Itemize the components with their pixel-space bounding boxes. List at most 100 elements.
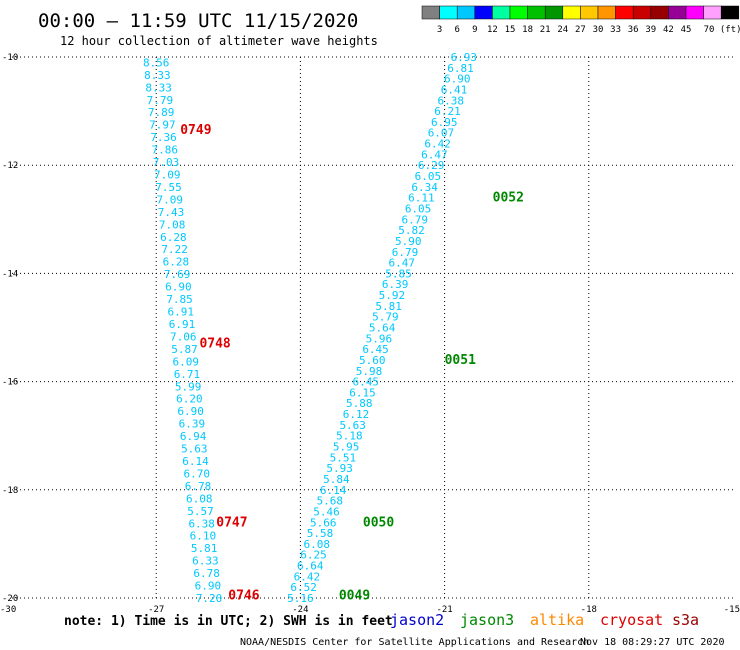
legend-label: 45 — [681, 25, 692, 35]
wave-height-label: 7.55 — [155, 181, 182, 194]
wave-height-label: 5.63 — [181, 443, 208, 456]
wave-height-label: 6.64 — [297, 560, 324, 573]
legend-label: 42 — [663, 25, 674, 35]
wave-height-label: 6.14 — [182, 455, 209, 468]
wave-height-label: 5.64 — [369, 322, 396, 335]
wave-height-label: 5.63 — [339, 419, 366, 432]
wave-height-label: 8.33 — [145, 81, 172, 94]
legend-swatch — [562, 5, 581, 20]
wave-height-label: 5.58 — [307, 527, 334, 540]
legend-label: 3 — [437, 25, 442, 35]
wave-height-label: 6.28 — [160, 231, 187, 244]
footer-timestamp: Nov 18 08:29:27 UTC 2020 — [580, 637, 725, 648]
y-tick-label: -16 — [2, 378, 18, 388]
wave-height-label: 7.36 — [150, 131, 177, 144]
wave-height-label: 6.52 — [290, 581, 317, 594]
wave-height-label: 7.69 — [164, 268, 191, 281]
wave-height-label: 7.86 — [152, 144, 179, 157]
legend-swatch — [597, 5, 616, 20]
wave-height-label: 5.18 — [336, 430, 363, 443]
wave-height-label: 6.05 — [405, 202, 432, 215]
wave-height-label: 5.82 — [398, 224, 425, 237]
wave-height-label: 6.41 — [441, 83, 468, 96]
wave-height-label: 5.85 — [385, 267, 412, 280]
wave-height-label: 6.07 — [428, 127, 455, 140]
pass-time-labels: 0749 0748 0747 0746 0052 0051 0050 0049 — [180, 123, 524, 603]
wave-height-label: 6.78 — [193, 567, 220, 580]
x-tick-label: -21 — [436, 605, 452, 615]
satellite-name-cryosat: cryosat — [600, 611, 663, 629]
wave-height-label: 6.93 — [451, 51, 478, 64]
legend-swatch — [544, 5, 564, 20]
chart-subtitle: 12 hour collection of altimeter wave hei… — [60, 34, 378, 48]
wave-height-label: 6.47 — [421, 148, 448, 161]
wave-height-label: 6.90 — [444, 73, 471, 86]
y-tick-label: -18 — [2, 486, 18, 496]
y-tick-label: -14 — [2, 269, 18, 279]
x-tick-label: -15 — [724, 605, 740, 615]
legend-label: 21 — [540, 25, 551, 35]
wave-height-label: 6.39 — [382, 278, 409, 291]
wave-height-label: 6.11 — [408, 192, 435, 205]
wave-height-label: 6.08 — [303, 538, 330, 551]
legend-label: 39 — [645, 25, 656, 35]
satellite-name-jason2: jason2 — [390, 611, 444, 629]
legend-label: 6 — [454, 25, 459, 35]
legend-swatch — [720, 5, 740, 20]
wave-height-label: 5.68 — [317, 495, 344, 508]
wave-height-label: 6.29 — [418, 159, 445, 172]
legend-label: 36 — [628, 25, 639, 35]
wave-height-label: 7.79 — [147, 94, 174, 107]
wave-height-label: 6.39 — [179, 418, 206, 431]
wave-height-label: 6.28 — [163, 256, 190, 269]
footer-note: note: 1) Time is in UTC; 2) SWH is in fe… — [64, 614, 393, 629]
wave-height-label: 5.93 — [326, 462, 353, 475]
wave-height-label: 5.95 — [333, 441, 360, 454]
grid-lines — [12, 56, 733, 599]
chart-title: 00:00 – 11:59 UTC 11/15/2020 — [38, 10, 358, 32]
pass-time-label: 0052 — [493, 191, 524, 206]
wave-height-label: 7.06 — [170, 330, 197, 343]
wave-height-label: 7.09 — [156, 193, 183, 206]
wave-height-label: 5.57 — [187, 505, 214, 518]
legend-label: 33 — [610, 25, 621, 35]
wave-height-label: 5.51 — [330, 451, 357, 464]
legend-swatch — [509, 5, 528, 20]
pass-time-label: 0049 — [339, 588, 370, 603]
legend-swatch — [439, 5, 458, 20]
wave-height-label: 6.42 — [294, 570, 321, 583]
pass-time-label: 0747 — [216, 515, 247, 530]
legend-swatch — [492, 5, 511, 20]
x-tick-label: -18 — [581, 605, 597, 615]
wave-height-label: 6.90 — [195, 580, 222, 593]
wave-height-label: 6.45 — [353, 376, 380, 389]
satellite-name-s3a: s3a — [672, 611, 699, 629]
wave-height-label: 5.81 — [191, 542, 218, 555]
y-tick-label: -12 — [2, 161, 18, 171]
x-tick-label: -24 — [292, 605, 308, 615]
wave-height-label: 6.90 — [165, 281, 192, 294]
wave-height-label: 7.97 — [149, 119, 176, 132]
wave-height-label: 6.14 — [320, 484, 347, 497]
legend-label: 18 — [522, 25, 533, 35]
wave-height-label: 6.38 — [188, 517, 215, 530]
legend-swatch — [527, 5, 546, 20]
pass-time-label: 0748 — [199, 337, 230, 352]
wave-height-label: 7.43 — [158, 206, 185, 219]
x-tick-label: -30 — [0, 605, 16, 615]
legend-swatch — [615, 5, 634, 20]
wave-height-label: 5.99 — [175, 380, 202, 393]
legend-swatch — [650, 5, 669, 20]
wave-height-label: 6.70 — [184, 467, 211, 480]
legend-swatch — [421, 5, 440, 20]
wave-height-label: 5.46 — [313, 505, 340, 518]
wave-height-values: 8.568.338.337.797.897.977.367.867.037.09… — [143, 51, 477, 605]
wave-height-label: 8.56 — [143, 56, 170, 69]
pass-time-label: 0051 — [445, 353, 476, 368]
wave-height-label: 6.45 — [362, 343, 389, 356]
satellite-legend: jason2 jason3 altika cryosat s3a — [390, 611, 699, 629]
wave-height-label: 6.95 — [431, 116, 458, 129]
legend-swatch — [474, 5, 493, 20]
legend-label: 15 — [505, 25, 516, 35]
wave-height-label: 6.91 — [168, 306, 195, 319]
